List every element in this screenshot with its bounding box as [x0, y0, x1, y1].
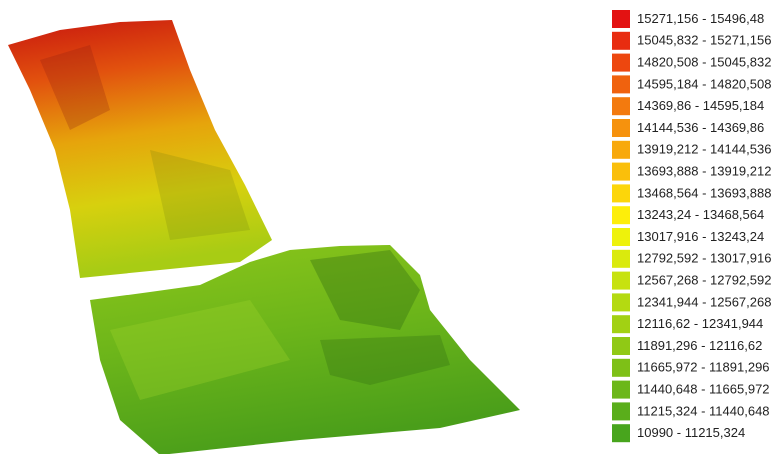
terrain-lower-shade	[310, 250, 420, 330]
legend-label: 11891,296 - 12116,62	[637, 338, 762, 353]
legend-swatch	[612, 358, 630, 377]
legend-label: 14820,508 - 15045,832	[637, 55, 771, 70]
legend-label: 14144,536 - 14369,86	[637, 120, 764, 135]
legend-swatch	[612, 184, 630, 203]
legend: 15271,156 - 15496,48 15045,832 - 15271,15…	[612, 10, 771, 443]
legend-swatch	[612, 315, 630, 334]
terrain	[8, 20, 520, 455]
legend-swatch	[612, 119, 630, 137]
legend-swatch	[612, 380, 630, 399]
terrain-upper	[8, 20, 272, 278]
legend-label: 12341,944 - 12567,268	[637, 294, 771, 309]
legend-swatch	[612, 249, 630, 268]
legend-label: 14595,184 - 14820,508	[637, 76, 771, 91]
legend-label: 11665,972 - 11891,296	[637, 360, 770, 375]
legend-label: 11440,648 - 11665,972	[637, 382, 770, 397]
legend-label: 15045,832 - 15271,156	[637, 33, 771, 48]
legend-swatch	[612, 10, 630, 28]
legend-swatch	[612, 75, 630, 94]
legend-label: 12792,592 - 13017,916	[637, 251, 771, 266]
terrain-lower	[90, 245, 520, 455]
legend-swatch	[612, 271, 630, 290]
terrain-lower-shade	[110, 300, 290, 400]
legend-label: 13468,564 - 13693,888	[637, 185, 771, 200]
legend-swatch	[612, 293, 630, 312]
legend-label: 12116,62 - 12341,944	[637, 316, 763, 331]
legend-swatch	[612, 424, 630, 443]
legend-label: 12567,268 - 12792,592	[637, 273, 771, 288]
legend-swatch	[612, 31, 630, 50]
legend-swatch	[612, 97, 630, 116]
legend-label: 13017,916 - 13243,24	[637, 229, 764, 244]
legend-swatch	[612, 337, 630, 355]
legend-label: 13243,24 - 13468,564	[637, 207, 764, 222]
legend-swatch	[612, 162, 630, 181]
legend-swatch	[612, 402, 630, 421]
legend-label: 14369,86 - 14595,184	[637, 98, 764, 113]
legend-label: 11215,324 - 11440,648	[637, 403, 770, 418]
legend-swatch	[612, 228, 630, 246]
legend-swatch	[612, 140, 630, 159]
legend-label: 13693,888 - 13919,212	[637, 164, 771, 179]
legend-swatch	[612, 206, 630, 225]
terrain-upper-shade	[40, 45, 110, 130]
legend-label: 15271,156 - 15496,48	[637, 11, 764, 26]
terrain-upper-shade	[150, 150, 250, 240]
legend-label: 13919,212 - 14144,536	[637, 142, 771, 157]
legend-label: 10990 - 11215,324	[637, 425, 745, 440]
terrain-lower-shade	[320, 335, 450, 385]
legend-swatch	[612, 53, 630, 72]
